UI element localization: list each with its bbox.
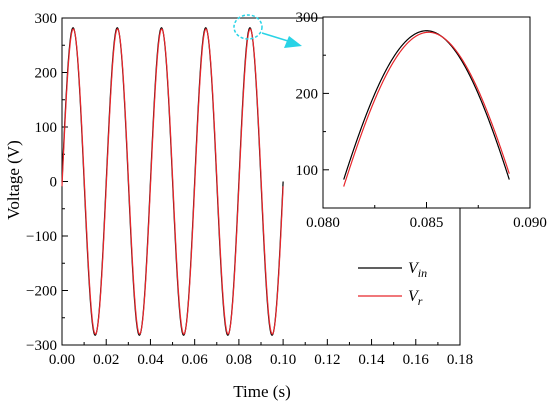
x-tick-label: 0.16: [403, 352, 430, 368]
y-tick-label: 100: [35, 120, 58, 136]
x-tick-label: 0.02: [93, 352, 119, 368]
x-tick-label: 0.06: [182, 352, 209, 368]
y-tick-label: −100: [26, 229, 57, 245]
inset-frame: [322, 16, 531, 209]
legend-label-vin: Vin: [408, 260, 427, 280]
magnify-annotation: [233, 14, 302, 48]
inset-y-tick-label: 300: [296, 10, 319, 26]
inset-series-line-vin: [343, 30, 510, 180]
inset-x-tick-label: 0.085: [410, 215, 444, 231]
inset-y-tick-label: 100: [296, 163, 319, 179]
y-tick-label: −200: [26, 284, 57, 300]
legend: Vin Vr: [358, 260, 427, 308]
main-plot: 0.00 0.02 0.04 0.06 0.08 0.10 0.12 0.14 0.16 0.18…: [26, 11, 473, 368]
x-tick-label: 0.12: [314, 352, 340, 368]
inset-x-tick-label: 0.080: [306, 215, 340, 231]
series-line-vr: [61, 28, 284, 335]
magnify-arrow-head: [284, 36, 302, 48]
x-tick-label: 0.08: [226, 352, 252, 368]
legend-label-vr: Vr: [408, 288, 423, 308]
inset-y-tick-label: 200: [296, 86, 319, 102]
magnify-arrow-shaft: [261, 32, 289, 42]
y-tick-label: 0: [50, 175, 58, 191]
inset-x-tick-label: 0.090: [513, 215, 547, 231]
x-tick-label: 0.04: [137, 352, 164, 368]
x-tick-label: 0.18: [447, 352, 473, 368]
x-tick-label: 0.14: [358, 352, 385, 368]
y-tick-label: −300: [26, 338, 57, 354]
x-tick-label: 0.10: [270, 352, 296, 368]
y-tick-label: 200: [35, 66, 58, 82]
y-tick-label: 300: [35, 11, 58, 27]
magnify-circle: [233, 14, 263, 40]
x-axis-title: Time (s): [233, 382, 290, 401]
y-axis-title: Voltage (V): [4, 140, 23, 219]
inset-series-line-vr: [343, 31, 510, 187]
x-tick-label: 0.00: [49, 352, 75, 368]
inset-plot: 0.080 0.085 0.090 100 200 300: [296, 10, 547, 231]
